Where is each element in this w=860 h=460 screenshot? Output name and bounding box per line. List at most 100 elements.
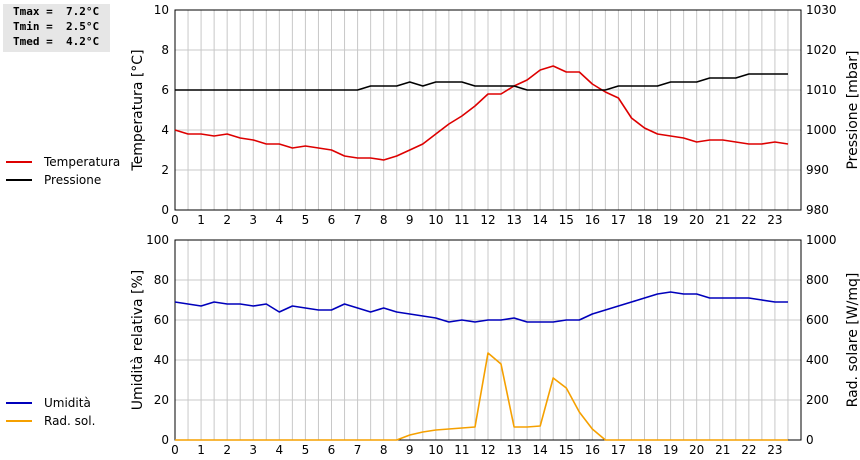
legend-swatch-rad-sol <box>6 420 32 422</box>
temp-plot-frame <box>174 9 802 211</box>
legend-bottom: Umidità Rad. sol. <box>6 394 95 430</box>
hum-xtick-label: 19 <box>663 443 678 457</box>
hum-y2tick-label: 600 <box>806 313 829 327</box>
hum-xtick-label: 13 <box>506 443 521 457</box>
temp-ytick-label: 8 <box>161 43 169 57</box>
temp-y2tick-label: 1020 <box>806 43 837 57</box>
tmax-stat: Tmax = 7.2°C <box>13 5 100 18</box>
temp-y2tick-label: 1000 <box>806 123 837 137</box>
temp-xtick-label: 3 <box>249 213 257 227</box>
temp-ytick-label: 2 <box>161 163 169 177</box>
temp-ytick-label: 6 <box>161 83 169 97</box>
hum-y2tick-label: 0 <box>806 433 814 447</box>
temp-ylabel: Temperatura [°C] <box>130 49 146 171</box>
hum-xtick-label: 14 <box>533 443 548 457</box>
legend-item-umidita: Umidità <box>6 394 95 412</box>
temp-y2tick-label: 990 <box>806 163 829 177</box>
hum-xtick-label: 16 <box>585 443 600 457</box>
hum-xtick-label: 7 <box>354 443 362 457</box>
temp-y2tick-label: 1010 <box>806 83 837 97</box>
temp-xtick-label: 19 <box>663 213 678 227</box>
hum-xtick-label: 20 <box>689 443 704 457</box>
hum-xtick-label: 15 <box>559 443 574 457</box>
hum-ytick-label: 80 <box>154 273 169 287</box>
temp-xtick-label: 22 <box>741 213 756 227</box>
hum-plot-frame <box>174 239 802 441</box>
series-line-umidit <box>174 291 788 323</box>
hum-y2tick-label: 1000 <box>806 233 837 247</box>
hum-xtick-label: 11 <box>454 443 469 457</box>
hum-ytick-label: 20 <box>154 393 169 407</box>
hum-y2tick-label: 400 <box>806 353 829 367</box>
legend-label-rad-sol: Rad. sol. <box>44 414 96 428</box>
temp-xtick-label: 2 <box>223 213 231 227</box>
temp-xtick-label: 7 <box>354 213 362 227</box>
temp-y2tick-label: 1030 <box>806 3 837 17</box>
hum-xtick-label: 23 <box>767 443 782 457</box>
legend-item-pressione: Pressione <box>6 171 120 189</box>
temp-xtick-label: 4 <box>276 213 284 227</box>
tmed-stat: Tmed = 4.2°C <box>13 35 100 48</box>
series-line-rad-sol <box>175 352 788 441</box>
hum-xtick-label: 5 <box>302 443 310 457</box>
hum-ytick-label: 40 <box>154 353 169 367</box>
hum-xtick-label: 18 <box>637 443 652 457</box>
temp-xtick-label: 13 <box>506 213 521 227</box>
temp-xtick-label: 8 <box>380 213 388 227</box>
hum-y2tick-label: 800 <box>806 273 829 287</box>
temp-xtick-label: 0 <box>171 213 179 227</box>
hum-xtick-label: 9 <box>406 443 414 457</box>
temp-xtick-label: 16 <box>585 213 600 227</box>
temp-xtick-label: 6 <box>328 213 336 227</box>
temperature-stats-box: Tmax = 7.2°C Tmin = 2.5°C Tmed = 4.2°C <box>3 4 110 52</box>
hum-y2label: Rad. solare [W/mq] <box>845 273 860 408</box>
temp-xtick-label: 11 <box>454 213 469 227</box>
temp-ytick-label: 4 <box>161 123 169 137</box>
temp-xtick-label: 17 <box>611 213 626 227</box>
hum-ylabel: Umidità relativa [%] <box>130 270 146 411</box>
hum-ytick-label: 60 <box>154 313 169 327</box>
hum-xtick-label: 0 <box>171 443 179 457</box>
hum-xtick-label: 8 <box>380 443 388 457</box>
temp-xtick-label: 20 <box>689 213 704 227</box>
legend-label-temperatura: Temperatura <box>44 155 121 169</box>
hum-xtick-label: 3 <box>249 443 257 457</box>
hum-ytick-label: 0 <box>161 433 169 447</box>
hum-xtick-label: 2 <box>223 443 231 457</box>
temp-xtick-label: 23 <box>767 213 782 227</box>
hum-xtick-label: 4 <box>276 443 284 457</box>
hum-xtick-label: 6 <box>328 443 336 457</box>
legend-swatch-umidita <box>6 402 32 404</box>
temp-xtick-label: 14 <box>533 213 548 227</box>
legend-label-umidita: Umidità <box>44 396 91 410</box>
temp-ytick-label: 0 <box>161 203 169 217</box>
hum-xtick-label: 1 <box>197 443 205 457</box>
legend-swatch-pressione <box>6 179 32 181</box>
temp-xtick-label: 5 <box>302 213 310 227</box>
temp-xtick-label: 18 <box>637 213 652 227</box>
hum-xtick-label: 22 <box>741 443 756 457</box>
hum-xtick-label: 12 <box>480 443 495 457</box>
legend-top: Temperatura Pressione <box>6 153 120 189</box>
temp-xtick-label: 15 <box>559 213 574 227</box>
temp-xtick-label: 9 <box>406 213 414 227</box>
temp-y2tick-label: 980 <box>806 203 829 217</box>
series-line-pressione <box>175 73 788 91</box>
temp-xtick-label: 12 <box>480 213 495 227</box>
hum-ytick-label: 100 <box>146 233 169 247</box>
legend-item-rad-sol: Rad. sol. <box>6 412 95 430</box>
series-line-temperatura <box>174 65 789 161</box>
temp-xtick-label: 21 <box>715 213 730 227</box>
hum-xtick-label: 21 <box>715 443 730 457</box>
tmin-stat: Tmin = 2.5°C <box>13 20 100 33</box>
temp-xtick-label: 10 <box>428 213 443 227</box>
temp-y2label: Pressione [mbar] <box>845 50 860 169</box>
legend-item-temperatura: Temperatura <box>6 153 120 171</box>
temp-ytick-label: 10 <box>154 3 169 17</box>
temp-xtick-label: 1 <box>197 213 205 227</box>
hum-xtick-label: 10 <box>428 443 443 457</box>
hum-xtick-label: 17 <box>611 443 626 457</box>
hum-y2tick-label: 200 <box>806 393 829 407</box>
legend-swatch-temperatura <box>6 161 32 163</box>
